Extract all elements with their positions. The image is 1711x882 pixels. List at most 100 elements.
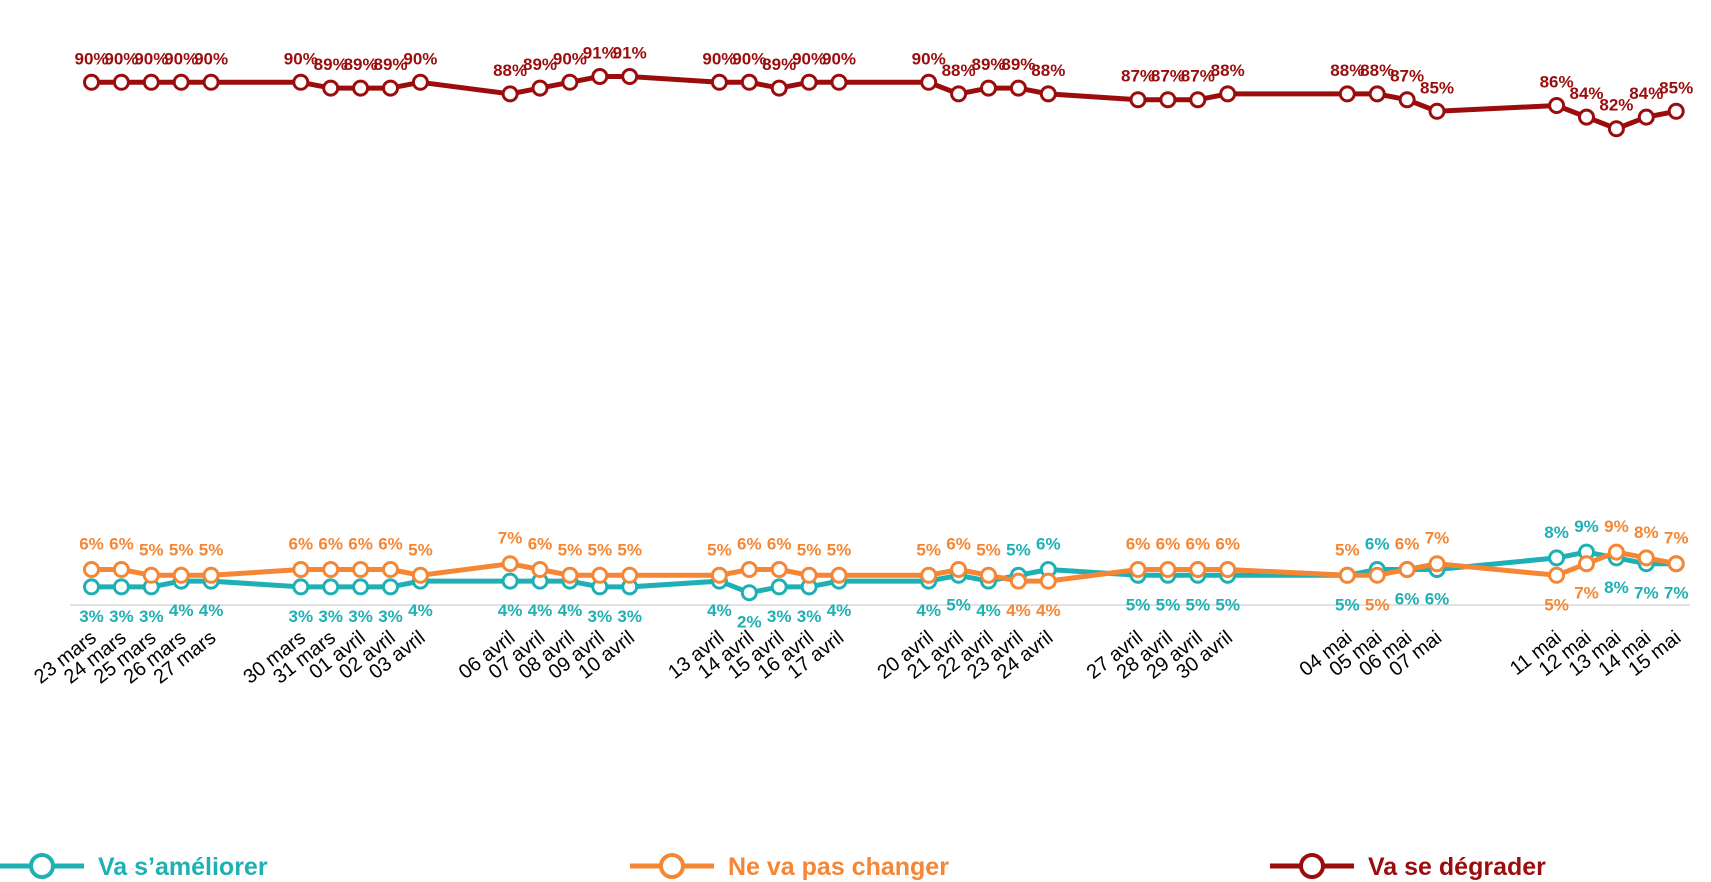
data-point <box>83 561 100 578</box>
data-point <box>1607 120 1625 138</box>
data-point <box>830 566 848 584</box>
data-label: 5% <box>408 540 433 559</box>
data-point <box>1219 85 1237 103</box>
data-label: 5% <box>169 540 194 559</box>
data-point <box>1548 549 1566 567</box>
data-point <box>621 566 639 584</box>
data-label: 4% <box>976 601 1001 620</box>
data-label: 90% <box>194 49 228 68</box>
data-label: 5% <box>1156 595 1181 614</box>
data-label: 9% <box>1574 517 1599 536</box>
data-label: 7% <box>1664 529 1689 548</box>
data-label: 5% <box>199 540 224 559</box>
data-label: 4% <box>558 601 583 620</box>
data-point <box>352 578 370 596</box>
data-point <box>1398 91 1416 109</box>
data-point <box>411 73 429 91</box>
data-point <box>1548 566 1566 584</box>
data-point <box>411 566 429 584</box>
data-label: 87% <box>1151 67 1185 86</box>
data-point <box>501 85 519 103</box>
data-label: 4% <box>916 601 941 620</box>
data-label: 8% <box>1544 523 1569 542</box>
data-point <box>710 566 728 584</box>
data-point <box>980 79 997 97</box>
data-label: 90% <box>912 49 946 68</box>
data-point <box>382 79 399 97</box>
data-point <box>1159 561 1177 578</box>
data-label: 8% <box>1634 523 1659 542</box>
data-point <box>950 85 968 103</box>
data-point <box>1129 561 1147 578</box>
data-point <box>830 73 848 91</box>
data-label: 89% <box>971 55 1005 74</box>
data-label: 90% <box>284 49 318 68</box>
data-label: 4% <box>827 601 852 620</box>
data-label: 90% <box>553 49 587 68</box>
data-point <box>322 561 340 578</box>
legend-item: Ne va pas changer <box>630 853 949 881</box>
data-label: 5% <box>558 540 583 559</box>
data-point <box>322 79 340 97</box>
data-label: 90% <box>134 49 168 68</box>
data-label: 82% <box>1599 96 1633 115</box>
legend-label: Ne va pas changer <box>728 853 949 881</box>
data-label: 89% <box>314 55 348 74</box>
data-label: 5% <box>1186 595 1211 614</box>
data-label: 3% <box>767 607 792 626</box>
data-label: 89% <box>1001 55 1035 74</box>
data-point <box>710 73 728 91</box>
data-label: 6% <box>1365 535 1390 554</box>
data-point <box>770 578 788 596</box>
legend-item: Va s’améliorer <box>0 853 268 881</box>
data-point <box>591 68 609 85</box>
data-label: 88% <box>493 61 527 80</box>
data-label: 5% <box>617 540 642 559</box>
data-label: 90% <box>822 49 856 68</box>
data-label: 88% <box>1211 61 1245 80</box>
data-point <box>501 555 519 573</box>
data-label: 90% <box>732 49 766 68</box>
data-label: 4% <box>169 601 194 620</box>
data-label: 5% <box>588 540 613 559</box>
legend-item: Va se dégrader <box>1270 853 1546 881</box>
data-label: 3% <box>139 607 164 626</box>
data-point <box>1368 566 1386 584</box>
data-label: 6% <box>1186 535 1211 554</box>
data-point <box>531 561 549 578</box>
data-point <box>1578 108 1595 126</box>
data-label: 6% <box>1126 535 1151 554</box>
data-label: 84% <box>1569 84 1603 103</box>
data-point <box>1189 91 1207 109</box>
data-point <box>1338 566 1356 584</box>
data-point <box>1637 549 1655 567</box>
data-point <box>172 73 190 91</box>
data-label: 5% <box>1126 595 1151 614</box>
data-point <box>1548 97 1566 114</box>
data-label: 5% <box>946 595 971 614</box>
data-point <box>980 566 997 584</box>
data-label: 87% <box>1390 67 1424 86</box>
data-point <box>770 561 788 578</box>
data-point <box>1428 102 1446 120</box>
data-label: 5% <box>1215 595 1240 614</box>
data-label: 6% <box>1425 590 1450 609</box>
data-point <box>322 578 340 596</box>
data-label: 4% <box>528 601 553 620</box>
data-label: 90% <box>792 49 826 68</box>
data-label: 90% <box>74 49 108 68</box>
data-label: 5% <box>707 540 732 559</box>
data-label: 6% <box>767 535 792 554</box>
data-point <box>1159 91 1177 109</box>
data-point <box>352 561 370 578</box>
legend-swatch-marker <box>29 853 55 879</box>
data-label-layer: 3% 3% 3% 4% 4% 3% 3% 3% 3% 4% 4% 4% 4% 3% 3% 4%2% 3% 3% 4%… <box>74 44 1693 632</box>
data-label: 6% <box>289 535 314 554</box>
data-point <box>1667 555 1685 573</box>
data-label: 6% <box>318 535 343 554</box>
data-label: 87% <box>1181 67 1215 86</box>
data-point <box>740 584 758 602</box>
data-label: 5% <box>1335 540 1360 559</box>
data-point <box>202 73 220 91</box>
